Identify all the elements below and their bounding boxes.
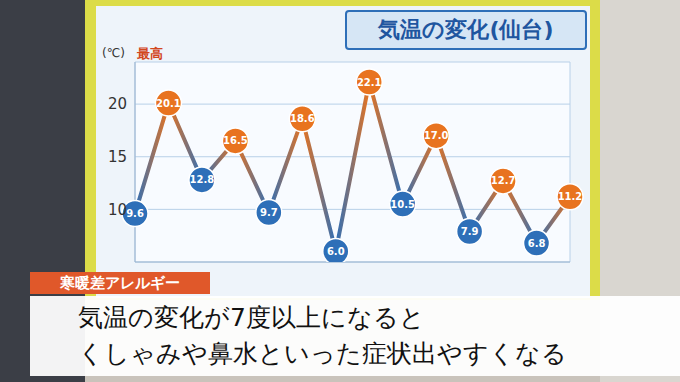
svg-text:18.6: 18.6: [290, 113, 315, 124]
svg-text:15: 15: [108, 148, 127, 166]
svg-text:22.1: 22.1: [357, 77, 382, 88]
html-text:最高: 最高: [137, 46, 163, 61]
html-text:寒暖差アレルギー: 寒暖差アレルギー: [60, 273, 180, 292]
svg-text:10.5: 10.5: [390, 199, 415, 210]
svg-text:10: 10: [108, 201, 127, 219]
svg-text:11.2: 11.2: [558, 191, 583, 202]
svg-text:17.0: 17.0: [424, 130, 449, 141]
svg-text:12.8: 12.8: [190, 174, 215, 185]
svg-text:9.7: 9.7: [260, 207, 278, 218]
svg-text:20: 20: [108, 95, 127, 113]
svg-text:20.1: 20.1: [156, 98, 181, 109]
svg-text:6.0: 6.0: [327, 246, 345, 257]
html-text:気温の変化が7度以上になると: 気温の変化が7度以上になると: [78, 303, 425, 332]
html-text:気温の変化(仙台): 気温の変化(仙台): [378, 17, 554, 42]
html-text:くしゃみや鼻水といった症状出やすくなる: くしゃみや鼻水といった症状出やすくなる: [78, 339, 567, 368]
svg-text:6.8: 6.8: [528, 238, 546, 249]
svg-text:7.9: 7.9: [461, 226, 479, 237]
svg-text:9.6: 9.6: [126, 208, 144, 219]
svg-text:12.7: 12.7: [491, 175, 516, 186]
svg-text:16.5: 16.5: [223, 135, 248, 146]
